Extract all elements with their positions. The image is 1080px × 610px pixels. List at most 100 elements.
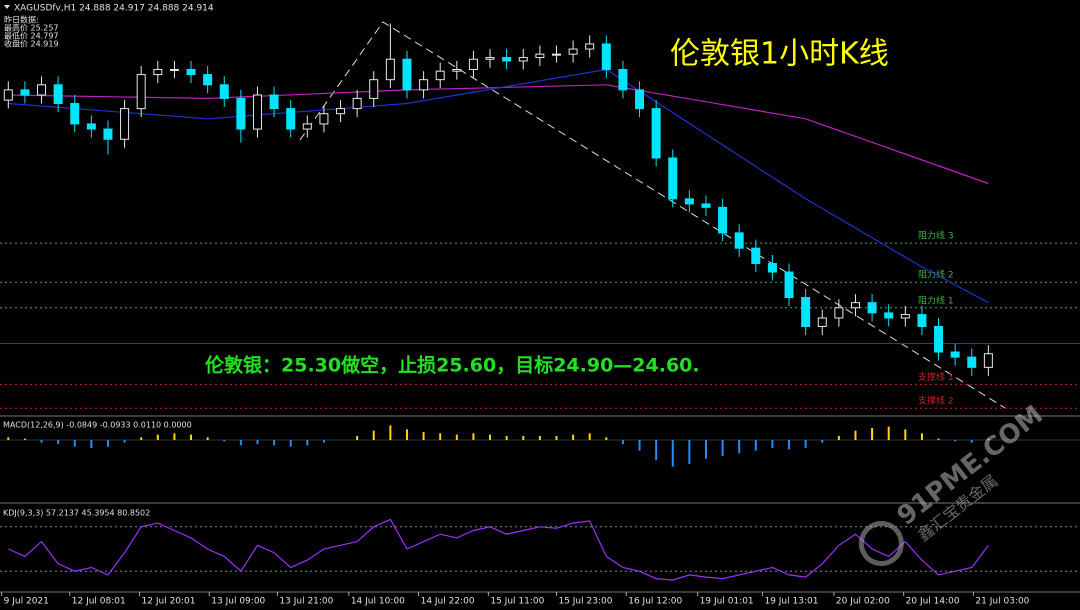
candle-body — [402, 58, 412, 91]
histogram-bar — [140, 437, 143, 440]
histogram-bar — [489, 434, 492, 440]
histogram-bar — [688, 440, 691, 464]
candle-body — [468, 58, 478, 70]
candle-body — [518, 57, 528, 62]
x-tick-label: 14 Jul 22:00 — [421, 597, 475, 607]
histogram-bar — [754, 440, 757, 451]
x-tick-label: 12 Jul 20:01 — [142, 597, 196, 607]
candle-body — [435, 70, 445, 81]
histogram-bar — [538, 436, 541, 440]
x-tick-label: 19 Jul 01:01 — [700, 597, 754, 607]
candle-body — [385, 58, 395, 81]
candle-body — [917, 314, 927, 327]
x-tick-label: 13 Jul 21:00 — [279, 597, 333, 607]
menu-arrow — [4, 5, 10, 9]
x-tick-label: 13 Jul 09:00 — [211, 597, 265, 607]
histogram-bar — [738, 440, 741, 454]
histogram-bar — [422, 432, 425, 440]
histogram-bar — [638, 440, 641, 451]
candle-body — [352, 97, 362, 110]
histogram-bar — [904, 429, 907, 440]
candle-body — [784, 271, 794, 299]
candle-body — [767, 263, 777, 273]
histogram-bar — [837, 436, 840, 440]
histogram-bar — [223, 440, 226, 442]
histogram-bar — [920, 433, 923, 440]
histogram-bar — [522, 436, 525, 440]
histogram-bar — [289, 440, 292, 447]
candle-body — [551, 53, 561, 56]
histogram-bar — [704, 440, 707, 459]
candle-body — [53, 84, 63, 105]
candle-body — [336, 108, 346, 115]
histogram-bar — [322, 440, 325, 443]
candle-body — [369, 79, 379, 99]
histogram-bar — [90, 440, 93, 448]
histogram-bar — [23, 438, 26, 440]
histogram-bar — [206, 437, 209, 440]
panel-title: MACD(12,26,9) -0.0849 -0.0933 0.0110 0.0… — [3, 421, 192, 430]
candle-body — [950, 351, 960, 358]
x-tick-label: 9 Jul 2021 — [4, 597, 49, 607]
histogram-bar — [273, 440, 276, 446]
histogram-bar — [771, 440, 774, 448]
candle-body — [20, 89, 30, 96]
candle-body — [651, 108, 661, 159]
symbol-header: XAGUSDfv,H1 24.888 24.917 24.888 24.914 — [14, 4, 214, 14]
candle-body — [452, 68, 462, 72]
candle-body — [668, 157, 678, 200]
moving-average — [8, 84, 989, 185]
level-label: 支撑线 1 — [918, 371, 954, 383]
histogram-bar — [306, 440, 309, 446]
candle-body — [269, 94, 279, 110]
histogram-bar — [57, 440, 60, 444]
candle-body — [3, 89, 13, 101]
candle-body — [867, 302, 877, 314]
candle-body — [535, 53, 545, 59]
info-line: 收盘价 24.919 — [4, 39, 59, 49]
watermark-logo — [858, 520, 904, 566]
histogram-bar — [937, 438, 940, 440]
candle-body — [236, 97, 246, 130]
histogram-bar — [123, 440, 126, 443]
candle-body — [169, 68, 179, 71]
x-tick-label: 19 Jul 13:01 — [764, 597, 818, 607]
x-tick-label: 20 Jul 02:00 — [836, 597, 890, 607]
info-line: 最高价 25.257 — [4, 23, 59, 33]
panel-title: KDJ(9,3,3) 57.2137 45.3954 80.8502 — [3, 509, 150, 518]
histogram-bar — [572, 434, 575, 440]
candle-body — [70, 103, 80, 125]
histogram-bar — [555, 436, 558, 440]
candle-body — [801, 297, 811, 327]
candle-body — [319, 113, 329, 125]
candle-body — [568, 48, 578, 55]
candle-body — [103, 128, 113, 140]
info-line: 昨日数据: — [4, 15, 39, 25]
histogram-bar — [455, 434, 458, 440]
info-line: 最低价 24.797 — [4, 31, 59, 41]
candle-body — [219, 84, 229, 99]
candle-body — [120, 108, 130, 140]
candle-body — [502, 57, 512, 62]
histogram-bar — [73, 440, 76, 447]
candle-body — [601, 43, 611, 70]
x-tick-label: 20 Jul 14:00 — [906, 597, 960, 607]
histogram-bar — [887, 426, 890, 440]
histogram-bar — [156, 434, 159, 440]
x-tick-label: 16 Jul 12:00 — [628, 597, 682, 607]
histogram-bar — [405, 429, 408, 440]
histogram-bar — [605, 437, 608, 440]
chart-title: 伦敦银1小时K线 — [670, 37, 889, 72]
candle-body — [252, 94, 262, 130]
histogram-bar — [588, 433, 591, 440]
candle-body — [419, 79, 429, 91]
level-label: 支撑线 2 — [918, 395, 954, 407]
candle-body — [834, 307, 844, 319]
histogram-bar — [173, 433, 176, 440]
indicator-line — [8, 518, 989, 581]
candle-body — [286, 108, 296, 130]
candle-body — [153, 68, 163, 76]
candle-body — [136, 74, 146, 110]
